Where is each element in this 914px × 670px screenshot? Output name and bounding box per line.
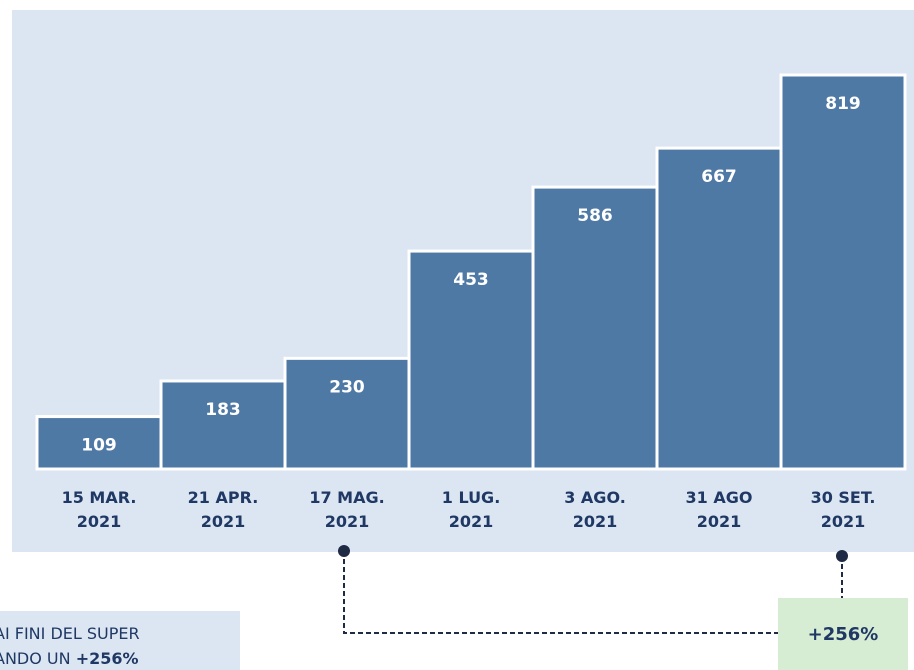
note-text: AI FINI DEL SUPER — [0, 624, 140, 643]
bars: 109 183 230 453 586 667 819 — [35, 73, 907, 471]
value-label: 586 — [577, 206, 613, 226]
x-tick-label: 21 APR. 2021 — [187, 488, 259, 531]
bar — [655, 146, 783, 471]
bar — [35, 415, 163, 471]
x-tick-label: 17 MAG. 2021 — [309, 488, 385, 531]
connector-dot — [836, 550, 848, 562]
value-label: 819 — [825, 94, 861, 114]
value-label: 667 — [701, 167, 737, 187]
bar — [283, 356, 411, 471]
note-box: AI FINI DEL SUPER ANDO UN +256% — [0, 611, 240, 670]
x-tick-label: 15 MAR. 2021 — [61, 488, 137, 531]
bar — [531, 185, 659, 471]
bar — [159, 379, 287, 471]
value-label: 109 — [81, 436, 117, 456]
value-label: 230 — [329, 377, 365, 397]
x-tick-label: 30 SET. 2021 — [810, 488, 876, 531]
note-line: ANDO UN +256% — [0, 646, 139, 670]
x-tick-label: 3 AGO. 2021 — [564, 488, 626, 531]
value-label: 453 — [453, 270, 489, 290]
growth-label: +256% — [778, 598, 908, 670]
note-line: AI FINI DEL SUPER — [0, 621, 140, 646]
x-tick-label: 31 AGO 2021 — [685, 488, 753, 531]
note-text: ANDO UN — [0, 649, 71, 668]
connector-dot — [338, 545, 350, 557]
x-tick-label: 1 LUG. 2021 — [441, 488, 501, 531]
note-highlight: +256% — [75, 649, 139, 668]
connector — [343, 551, 778, 634]
bar — [779, 73, 907, 471]
value-label: 183 — [205, 400, 241, 420]
